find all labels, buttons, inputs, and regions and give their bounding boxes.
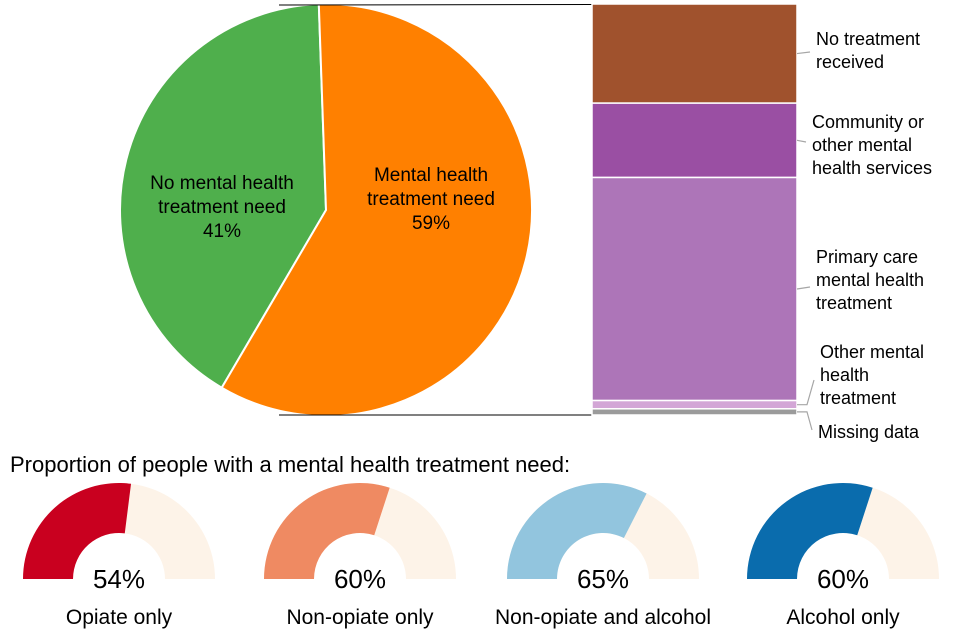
pie-slice-label-line: 41%	[203, 221, 241, 242]
stacked-bar-chart: No treatment received Community or other me…	[591, 3, 932, 442]
bar-segment	[591, 3, 798, 104]
bar-segment-label: Other mental health treatment	[820, 342, 924, 408]
pie-slice-label: No mental health treatment need 41%	[150, 173, 294, 242]
bar-segment-label-line: received	[816, 52, 884, 72]
gauge-value: 54%	[93, 564, 145, 594]
bar-segment-label-line: Other mental	[820, 342, 924, 362]
bar-leader-line	[796, 139, 807, 143]
gauge-fill	[264, 482, 390, 579]
connector-top	[278, 4, 593, 6]
gauge-row: 54% Opiate only 60% Non-opiate only 65% Non-o…	[23, 482, 939, 629]
bar-segment-label: Primary care mental health treatment	[816, 247, 924, 313]
bar-segment-label: Community or other mental health services	[812, 112, 932, 178]
pie-slice	[119, 3, 328, 390]
pie-chart: No mental health treatment need 41% Mental …	[119, 3, 533, 417]
bar-segment-label-line: treatment	[816, 293, 892, 313]
pie-slice-label-line: treatment need	[367, 189, 495, 210]
pie-slice-label-line: treatment need	[158, 197, 286, 218]
bar-segment-label-line: treatment	[820, 388, 896, 408]
bar-segment	[591, 176, 798, 402]
gauge-fill	[747, 482, 873, 579]
bar-segment-label: Missing data	[818, 422, 920, 442]
pie-slice	[220, 3, 533, 417]
bar-leader-line	[796, 51, 811, 55]
pie-slice-label-line: 59%	[412, 213, 450, 234]
bar-segment-label-line: Missing data	[818, 422, 920, 442]
gauge-section-title: Proportion of people with a mental healt…	[10, 452, 570, 477]
bar-segment-label-line: mental health	[816, 270, 924, 290]
gauge-value: 60%	[334, 564, 386, 594]
pie-slice-label-line: No mental health	[150, 173, 294, 194]
bar-segment-label-line: Community or	[812, 112, 924, 132]
bar-segment-label-line: other mental	[812, 135, 912, 155]
bar-segment-label: No treatment received	[816, 29, 920, 72]
bar-segment	[591, 408, 798, 416]
bar-segment-label-line: Primary care	[816, 247, 918, 267]
bar-segment-label-line: No treatment	[816, 29, 920, 49]
pie-bar-connectors	[278, 4, 593, 416]
bar-segment	[591, 102, 798, 179]
gauge-label: Alcohol only	[786, 606, 900, 629]
bar-segment	[591, 399, 798, 410]
bar-leader-line	[796, 286, 811, 290]
bar-leader-line	[797, 411, 813, 431]
gauge-value: 60%	[817, 564, 869, 594]
gauge-value: 65%	[577, 564, 629, 594]
gauge-label: Opiate only	[66, 606, 173, 629]
bar-segment-label-line: health	[820, 365, 869, 385]
pie-slice-label-line: Mental health	[374, 165, 488, 186]
gauge-fill	[23, 483, 132, 579]
gauge-label: Non-opiate and alcohol	[495, 606, 711, 629]
pie-slice-label: Mental health treatment need 59%	[367, 165, 495, 234]
gauge-label: Non-opiate only	[286, 606, 434, 629]
gauge-fill	[507, 483, 647, 579]
bar-segment-label-line: health services	[812, 158, 932, 178]
bar-leader-line	[797, 379, 815, 406]
